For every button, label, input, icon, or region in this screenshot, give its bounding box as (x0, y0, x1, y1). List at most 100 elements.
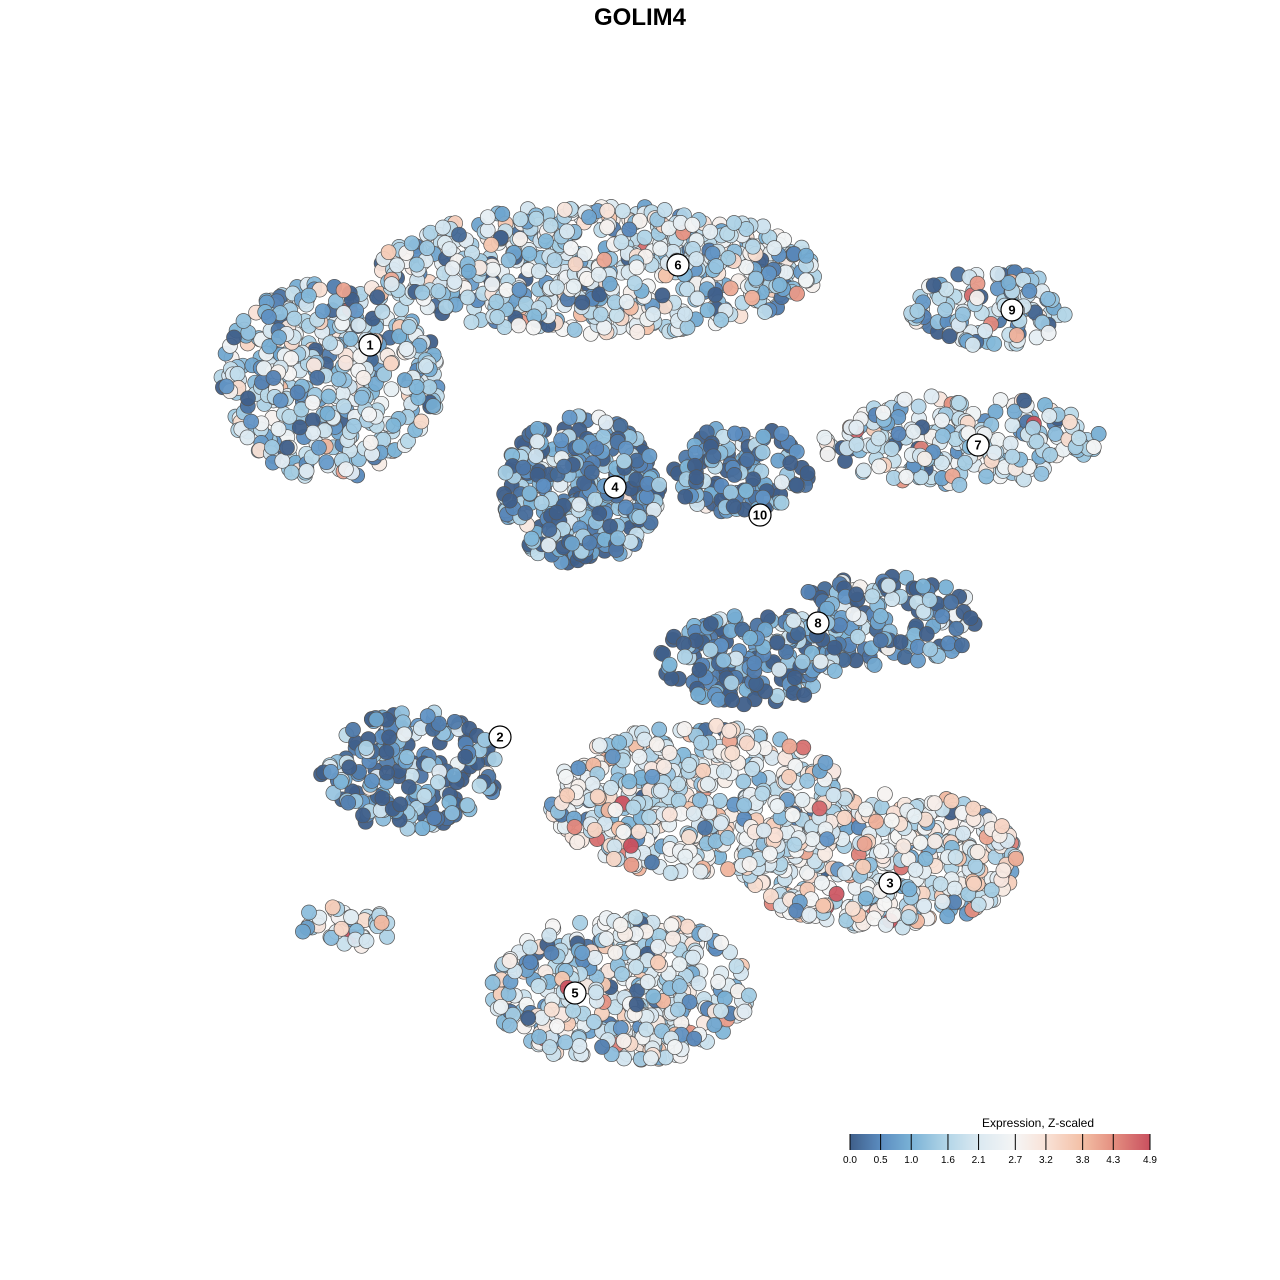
chart-title: GOLIM4 (593, 4, 686, 31)
point (690, 975, 707, 992)
point (922, 641, 939, 658)
point (880, 577, 897, 594)
point (652, 240, 669, 257)
point (569, 834, 586, 851)
point (688, 251, 705, 268)
point (521, 245, 538, 262)
point (471, 777, 488, 794)
point (661, 806, 678, 823)
point (710, 974, 727, 990)
point (948, 620, 965, 637)
point (611, 734, 628, 751)
point (240, 390, 256, 407)
point (917, 851, 934, 867)
point (305, 424, 321, 441)
point (962, 610, 979, 626)
point (426, 810, 443, 826)
point (848, 436, 865, 453)
point (755, 428, 772, 445)
point (679, 281, 695, 298)
point (995, 862, 1012, 879)
point (614, 203, 631, 219)
point (897, 649, 913, 665)
point (353, 389, 370, 406)
point (745, 238, 761, 255)
point (677, 488, 694, 505)
point (681, 829, 697, 845)
point (283, 350, 299, 367)
point (745, 471, 762, 488)
point (816, 429, 833, 446)
point (399, 749, 415, 765)
point (522, 939, 538, 956)
point (256, 360, 272, 377)
point (523, 530, 540, 547)
point (898, 469, 915, 485)
colorbar-tick-label: 4.9 (1143, 1155, 1157, 1166)
point (295, 923, 311, 940)
point (631, 212, 648, 229)
point (670, 792, 687, 809)
point (607, 802, 624, 818)
point (723, 674, 740, 691)
point (892, 634, 909, 650)
point (978, 468, 995, 485)
point (681, 757, 698, 773)
point (265, 370, 282, 386)
point (609, 530, 626, 547)
point (757, 304, 773, 320)
point (588, 984, 604, 1001)
point (946, 880, 963, 897)
point (385, 417, 402, 434)
point (543, 945, 560, 961)
point (656, 758, 672, 775)
point (625, 799, 642, 816)
point (541, 521, 558, 538)
point (934, 412, 950, 429)
point (493, 998, 509, 1015)
point (868, 813, 884, 830)
point (650, 954, 666, 971)
point (631, 748, 648, 765)
point (721, 722, 738, 739)
point (781, 769, 797, 785)
point (773, 425, 790, 442)
point (890, 425, 907, 442)
point (728, 958, 745, 975)
point (712, 815, 729, 832)
point (401, 779, 417, 795)
point (566, 819, 583, 835)
point (720, 861, 736, 878)
point (705, 448, 722, 465)
point (1016, 392, 1032, 409)
point (565, 1002, 581, 1019)
point (418, 358, 434, 375)
point (951, 395, 967, 411)
point (479, 209, 496, 226)
point (849, 629, 866, 645)
point (340, 794, 357, 811)
point (906, 808, 923, 824)
point (966, 875, 982, 892)
point (596, 252, 613, 268)
point (679, 319, 696, 336)
point (607, 944, 624, 961)
point (969, 290, 985, 306)
point (540, 537, 557, 554)
point (799, 772, 816, 789)
point (715, 652, 732, 669)
point (558, 769, 574, 785)
point (1028, 433, 1045, 450)
point (754, 785, 771, 802)
point (592, 306, 609, 323)
point (746, 655, 763, 672)
point (697, 925, 714, 942)
point (934, 608, 951, 625)
point (662, 865, 679, 881)
point (967, 858, 984, 874)
point (1040, 325, 1057, 341)
colorbar-tick-label: 4.3 (1106, 1155, 1120, 1166)
cluster-label: 8 (814, 616, 821, 631)
point (601, 276, 618, 292)
point (631, 823, 647, 840)
